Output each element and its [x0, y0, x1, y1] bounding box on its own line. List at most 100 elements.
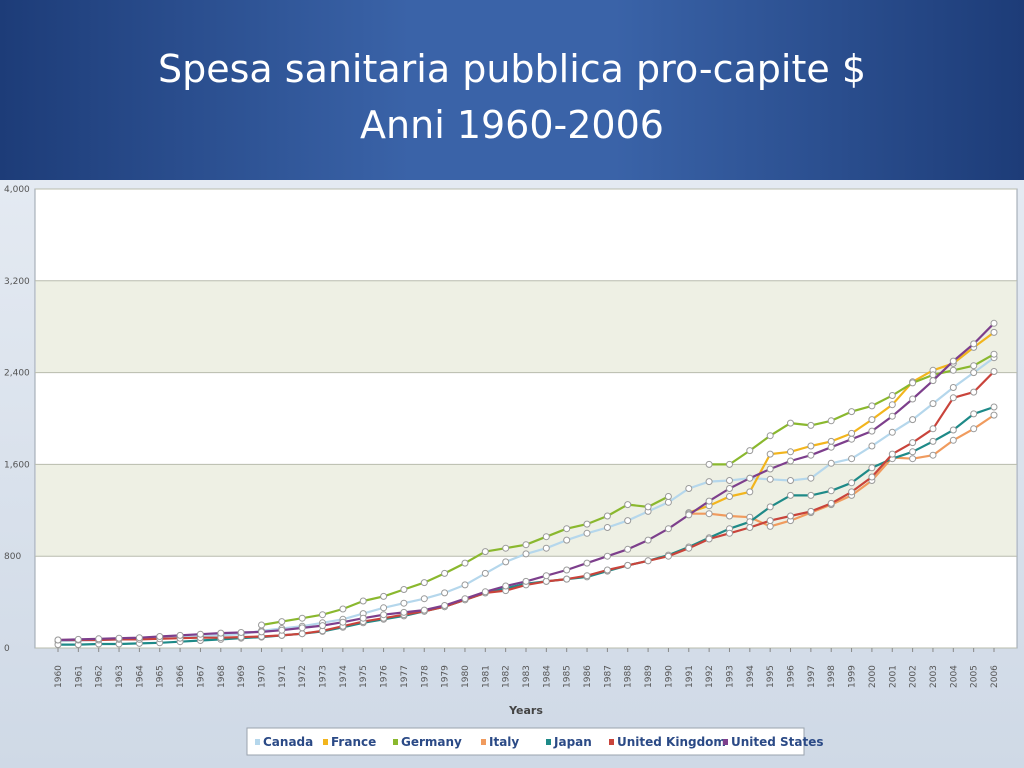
legend-swatch: [481, 739, 486, 745]
x-tick-label: 1993: [725, 665, 735, 688]
data-point: [807, 507, 815, 515]
x-tick-label: 1960: [54, 665, 64, 688]
data-point: [949, 436, 957, 444]
x-tick-label: 1984: [542, 665, 552, 688]
data-point: [664, 552, 672, 560]
data-point: [949, 384, 957, 391]
data-point: [807, 421, 815, 429]
x-tick-label: 1977: [400, 665, 410, 688]
x-tick-label: 1969: [237, 665, 247, 688]
data-point: [990, 319, 998, 327]
data-point: [54, 636, 62, 644]
legend-swatch: [723, 739, 728, 745]
legend: Canada France Germany Italy Japan United King…: [255, 735, 824, 749]
data-point: [726, 529, 733, 537]
data-point: [542, 533, 550, 541]
x-tick-label: 1989: [644, 665, 654, 688]
series-line: [688, 331, 995, 514]
data-point: [868, 416, 876, 424]
x-tick-label: 1963: [115, 665, 125, 688]
data-point: [400, 599, 408, 607]
title-line-2: Anni 1960-2006: [360, 103, 664, 147]
data-point: [970, 388, 978, 396]
x-tick-label: 1991: [685, 665, 695, 688]
data-point: [807, 451, 815, 459]
plot-frame: [34, 188, 1018, 649]
legend-label: Japan: [553, 735, 592, 749]
legend-label: United States: [731, 735, 824, 749]
data-point: [990, 328, 998, 336]
data-point: [420, 606, 428, 614]
x-tick-label: 1974: [339, 665, 349, 688]
data-point: [766, 517, 774, 525]
data-point: [705, 510, 713, 518]
data-point: [726, 477, 733, 484]
data-point: [929, 377, 937, 385]
data-point: [624, 561, 632, 569]
y-tick-label: 1,600: [4, 460, 30, 470]
data-point: [441, 589, 449, 597]
data-point: [787, 512, 794, 520]
data-point: [705, 460, 713, 468]
data-point: [929, 451, 937, 459]
data-point: [868, 402, 876, 410]
data-point: [990, 368, 998, 375]
data-point: [888, 412, 896, 420]
data-point: [339, 605, 347, 613]
x-axis-label: Years: [508, 704, 543, 717]
x-tick-label: 1970: [257, 665, 267, 688]
data-point: [990, 350, 998, 358]
y-tick-label: 800: [4, 552, 21, 562]
data-point: [664, 498, 672, 506]
series-germany: [258, 350, 998, 629]
data-point: [766, 522, 774, 530]
data-point: [563, 566, 571, 574]
data-point: [909, 439, 917, 447]
grid-band: [36, 280, 1016, 373]
data-point: [949, 366, 957, 374]
data-point: [563, 536, 571, 544]
data-point: [298, 624, 306, 632]
data-point: [746, 488, 754, 496]
data-point: [441, 569, 449, 577]
data-point: [542, 544, 550, 552]
data-point: [868, 464, 876, 472]
data-point: [746, 518, 754, 526]
legend-swatch: [255, 739, 260, 745]
data-point: [461, 581, 469, 589]
data-point: [563, 575, 571, 583]
data-point: [949, 394, 957, 402]
x-tick-label: 1961: [74, 665, 84, 688]
data-point: [258, 628, 265, 636]
data-point: [848, 408, 856, 416]
data-point: [929, 371, 937, 379]
x-tick-label: 2006: [990, 665, 1000, 688]
x-tick-label: 2003: [929, 665, 939, 688]
x-tick-label: 1978: [420, 665, 430, 688]
data-point: [848, 488, 856, 496]
data-point: [970, 410, 978, 418]
data-point: [807, 491, 815, 499]
x-tick-label: 1996: [787, 665, 797, 688]
data-point: [726, 485, 733, 492]
data-point: [787, 477, 794, 484]
data-point: [644, 536, 652, 544]
data-point: [664, 525, 672, 533]
data-point: [624, 501, 632, 509]
data-point: [298, 614, 306, 622]
x-tick-label: 1997: [807, 665, 817, 688]
data-point: [787, 419, 794, 427]
x-tick-label: 2001: [888, 665, 898, 688]
data-point: [827, 417, 835, 425]
x-tick-label: 1992: [705, 665, 715, 688]
data-point: [970, 425, 978, 433]
x-tick-label: 1990: [664, 665, 674, 688]
data-point: [746, 447, 754, 455]
legend-box: [246, 727, 805, 756]
x-tick-label: 1965: [156, 665, 166, 688]
data-point: [542, 572, 550, 580]
x-axis-ticks: 1960 1961 1962 1963 1964 1965 1966 1967 1968 1969…: [54, 648, 1000, 688]
data-point: [156, 633, 164, 640]
data-point: [705, 478, 713, 486]
